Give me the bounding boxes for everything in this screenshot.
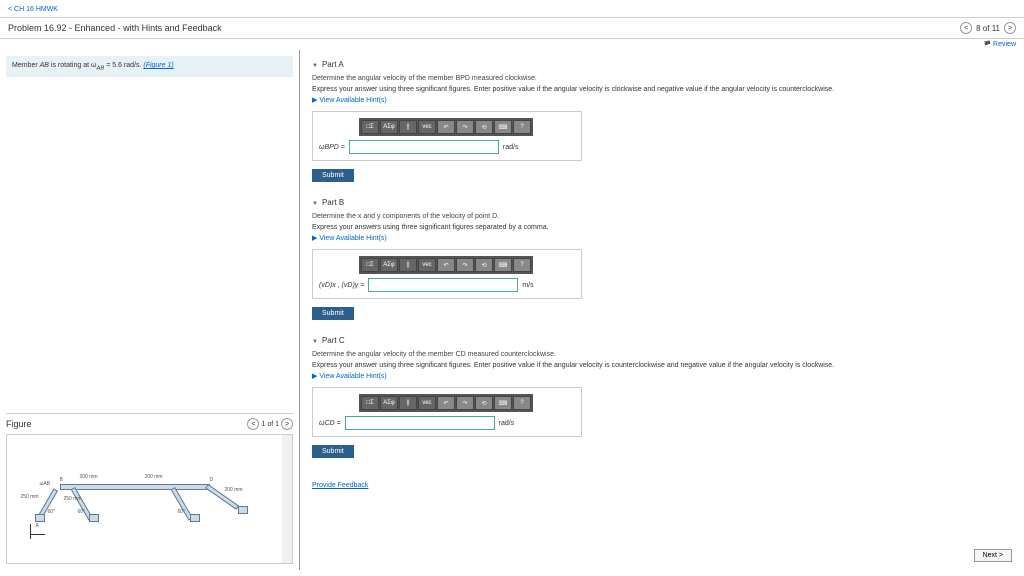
tool-vec-icon[interactable]: vec <box>418 120 436 134</box>
tool-template-icon[interactable]: □Σ <box>361 258 379 272</box>
nav-position: 8 of 11 <box>976 24 1000 33</box>
part-a-instr: Express your answer using three signific… <box>312 86 1012 93</box>
part-a-submit[interactable]: Submit <box>312 169 354 182</box>
part-a-desc: Determine the angular velocity of the me… <box>312 75 1012 82</box>
part-b-desc: Determine the x and y components of the … <box>312 213 1012 220</box>
part-b-hint[interactable]: View Available Hint(s) <box>312 234 1012 242</box>
problem-nav: < 8 of 11 > <box>960 22 1016 34</box>
part-b-header[interactable]: Part B <box>312 196 1012 209</box>
part-a-var: ωBPD = <box>319 144 345 151</box>
toolbar-c: □Σ AΣφ || vec ↶ ↷ ⟲ ⌨ ? <box>359 394 533 412</box>
part-b-unit: m/s <box>522 282 533 289</box>
page-title: Problem 16.92 - Enhanced - with Hints an… <box>8 23 222 33</box>
tool-vec-icon[interactable]: vec <box>418 258 436 272</box>
next-problem-button[interactable]: Next > <box>974 549 1012 562</box>
part-b-input[interactable] <box>368 278 518 292</box>
tool-undo-icon[interactable]: ↶ <box>437 258 455 272</box>
tool-template-icon[interactable]: □Σ <box>361 396 379 410</box>
review-link[interactable]: Review <box>0 39 1024 50</box>
tool-help-icon[interactable]: ? <box>513 258 531 272</box>
tool-undo-icon[interactable]: ↶ <box>437 120 455 134</box>
part-a-header[interactable]: Part A <box>312 58 1012 71</box>
tool-abs-icon[interactable]: || <box>399 120 417 134</box>
feedback-link[interactable]: Provide Feedback <box>312 482 368 489</box>
tool-redo-icon[interactable]: ↷ <box>456 396 474 410</box>
part-b-submit[interactable]: Submit <box>312 307 354 320</box>
part-b-instr: Express your answers using three signifi… <box>312 224 1012 231</box>
figure-link[interactable]: (Figure 1) <box>143 62 173 69</box>
tool-reset-icon[interactable]: ⟲ <box>475 120 493 134</box>
figure-next[interactable]: > <box>281 418 293 430</box>
figure-diagram: 200 mm 200 mm 200 mm 250 mm 250 mm 60° 6… <box>6 434 293 564</box>
tool-abs-icon[interactable]: || <box>399 258 417 272</box>
problem-info: Member AB is rotating at ωAB = 5.6 rad/s… <box>6 56 293 77</box>
part-b-var: (vD)x , (vD)y = <box>319 282 364 289</box>
next-button[interactable]: > <box>1004 22 1016 34</box>
tool-keyboard-icon[interactable]: ⌨ <box>494 396 512 410</box>
part-c-desc: Determine the angular velocity of the me… <box>312 351 1012 358</box>
figure-pos: 1 of 1 <box>261 421 279 428</box>
figure-title: Figure <box>6 419 32 429</box>
figure-prev[interactable]: < <box>247 418 259 430</box>
part-c-submit[interactable]: Submit <box>312 445 354 458</box>
tool-redo-icon[interactable]: ↷ <box>456 258 474 272</box>
part-c-input[interactable] <box>345 416 495 430</box>
part-c-var: ωCD = <box>319 420 341 427</box>
tool-reset-icon[interactable]: ⟲ <box>475 396 493 410</box>
part-a-hint[interactable]: View Available Hint(s) <box>312 96 1012 104</box>
breadcrumb[interactable]: < CH 16 HMWK <box>8 6 58 13</box>
toolbar-b: □Σ AΣφ || vec ↶ ↷ ⟲ ⌨ ? <box>359 256 533 274</box>
part-c-header[interactable]: Part C <box>312 334 1012 347</box>
part-c-hint[interactable]: View Available Hint(s) <box>312 372 1012 380</box>
tool-abs-icon[interactable]: || <box>399 396 417 410</box>
tool-undo-icon[interactable]: ↶ <box>437 396 455 410</box>
tool-redo-icon[interactable]: ↷ <box>456 120 474 134</box>
part-a-unit: rad/s <box>503 144 519 151</box>
toolbar-a: □Σ AΣφ || vec ↶ ↷ ⟲ ⌨ ? <box>359 118 533 136</box>
tool-help-icon[interactable]: ? <box>513 396 531 410</box>
tool-symbols-icon[interactable]: AΣφ <box>380 120 398 134</box>
tool-reset-icon[interactable]: ⟲ <box>475 258 493 272</box>
tool-vec-icon[interactable]: vec <box>418 396 436 410</box>
tool-symbols-icon[interactable]: AΣφ <box>380 396 398 410</box>
tool-keyboard-icon[interactable]: ⌨ <box>494 258 512 272</box>
tool-help-icon[interactable]: ? <box>513 120 531 134</box>
tool-template-icon[interactable]: □Σ <box>361 120 379 134</box>
part-c-unit: rad/s <box>499 420 515 427</box>
part-a-input[interactable] <box>349 140 499 154</box>
tool-symbols-icon[interactable]: AΣφ <box>380 258 398 272</box>
tool-keyboard-icon[interactable]: ⌨ <box>494 120 512 134</box>
prev-button[interactable]: < <box>960 22 972 34</box>
part-c-instr: Express your answer using three signific… <box>312 362 1012 369</box>
